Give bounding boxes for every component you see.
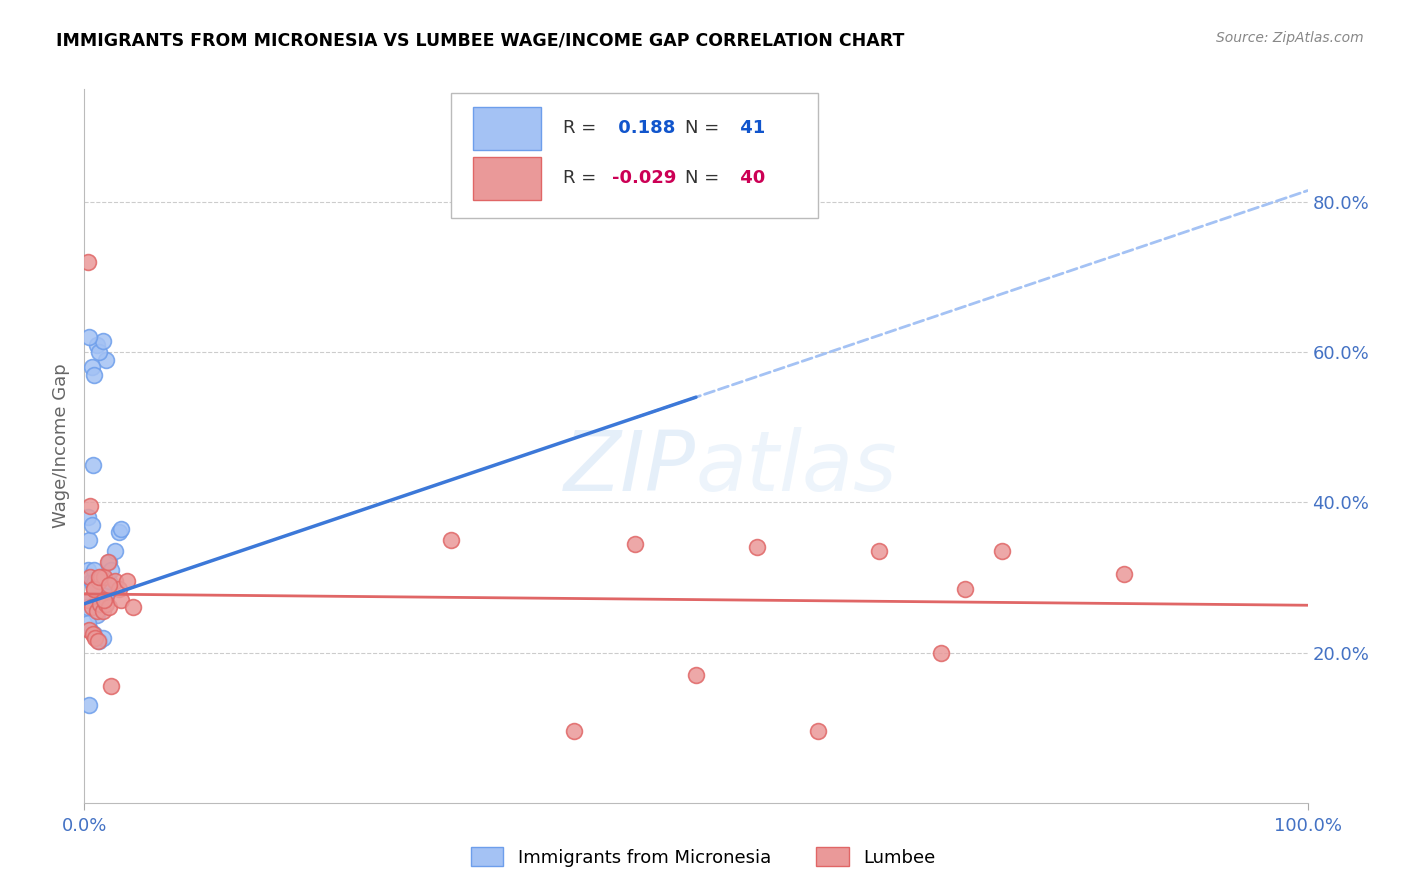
Point — [83, 563, 105, 577]
Point — [83, 582, 105, 596]
Point — [77, 510, 100, 524]
Point — [86, 337, 108, 351]
Point — [77, 563, 100, 577]
Legend: Immigrants from Micronesia, Lumbee: Immigrants from Micronesia, Lumbee — [464, 840, 942, 874]
Point — [747, 541, 769, 555]
Point — [100, 563, 122, 577]
Point — [929, 646, 952, 660]
Point — [83, 627, 105, 641]
Point — [93, 593, 115, 607]
Point — [122, 600, 145, 615]
Point — [90, 574, 112, 589]
Point — [87, 574, 110, 589]
Text: atlas: atlas — [696, 427, 897, 508]
Text: -0.029: -0.029 — [612, 169, 676, 187]
Text: R =: R = — [562, 120, 602, 137]
Point — [91, 604, 114, 618]
Text: 41: 41 — [734, 120, 765, 137]
Point — [440, 533, 463, 547]
Point — [104, 574, 127, 589]
Point — [96, 578, 118, 592]
Point — [79, 570, 101, 584]
Point — [80, 517, 103, 532]
Point — [97, 556, 120, 570]
Point — [953, 582, 976, 596]
Point — [87, 634, 110, 648]
Point — [104, 544, 127, 558]
Point — [91, 585, 114, 599]
Point — [79, 593, 101, 607]
Point — [89, 582, 111, 596]
Point — [93, 570, 115, 584]
Point — [76, 570, 98, 584]
Point — [100, 679, 122, 693]
Point — [87, 597, 110, 611]
Point — [91, 334, 114, 348]
Point — [87, 634, 110, 648]
Point — [82, 578, 104, 592]
Bar — [474, 107, 541, 150]
Point — [77, 255, 100, 269]
Point — [82, 458, 104, 472]
Point — [77, 615, 100, 630]
Point — [115, 574, 138, 589]
Point — [96, 597, 118, 611]
Point — [87, 345, 110, 359]
Point — [93, 593, 115, 607]
Point — [83, 582, 105, 596]
Point — [84, 631, 107, 645]
Text: R =: R = — [562, 169, 602, 187]
Point — [77, 698, 100, 713]
Point — [80, 600, 103, 615]
Point — [86, 604, 108, 618]
Point — [87, 585, 110, 599]
Point — [96, 352, 118, 367]
Text: N =: N = — [685, 169, 725, 187]
Y-axis label: Wage/Income Gap: Wage/Income Gap — [52, 364, 70, 528]
Point — [80, 360, 103, 375]
Point — [79, 499, 101, 513]
Point — [991, 544, 1014, 558]
Point — [90, 570, 112, 584]
Point — [110, 593, 132, 607]
Point — [77, 330, 100, 344]
Point — [80, 574, 103, 589]
Text: ZIP: ZIP — [564, 427, 696, 508]
Bar — [474, 157, 541, 200]
Bar — [451, 93, 818, 218]
Point — [87, 570, 110, 584]
Point — [86, 607, 108, 622]
Point — [84, 574, 107, 589]
Point — [97, 574, 120, 589]
Point — [107, 582, 129, 596]
Point — [685, 668, 707, 682]
Point — [76, 600, 98, 615]
Point — [83, 368, 105, 382]
Point — [77, 533, 100, 547]
Point — [97, 578, 120, 592]
Point — [82, 627, 104, 641]
Point — [110, 522, 132, 536]
Point — [91, 631, 114, 645]
Point — [77, 623, 100, 637]
Point — [869, 544, 891, 558]
Text: 40: 40 — [734, 169, 765, 187]
Point — [1114, 566, 1136, 581]
Text: Source: ZipAtlas.com: Source: ZipAtlas.com — [1216, 31, 1364, 45]
Point — [562, 724, 585, 739]
Text: IMMIGRANTS FROM MICRONESIA VS LUMBEE WAGE/INCOME GAP CORRELATION CHART: IMMIGRANTS FROM MICRONESIA VS LUMBEE WAG… — [56, 31, 904, 49]
Point — [97, 600, 120, 615]
Point — [89, 597, 111, 611]
Text: N =: N = — [685, 120, 725, 137]
Point — [86, 593, 108, 607]
Point — [94, 589, 117, 603]
Point — [107, 525, 129, 540]
Text: 0.188: 0.188 — [612, 120, 675, 137]
Point — [97, 556, 120, 570]
Point — [77, 593, 100, 607]
Point — [807, 724, 830, 739]
Point — [624, 536, 647, 550]
Point — [79, 623, 101, 637]
